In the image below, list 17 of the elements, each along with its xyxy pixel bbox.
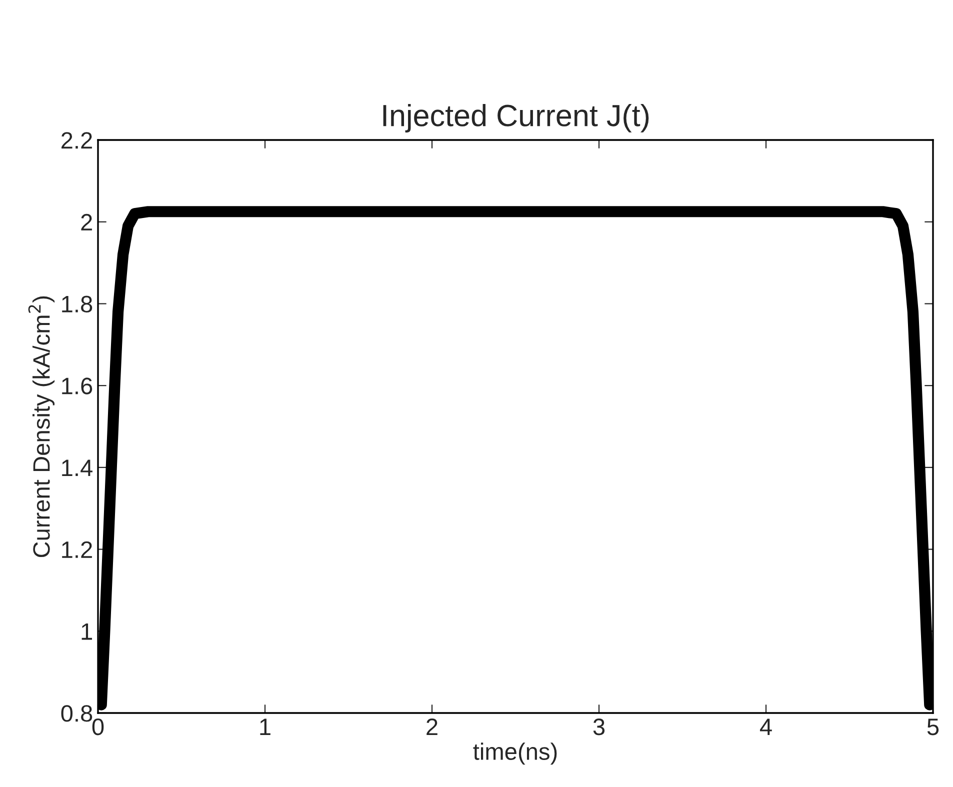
y-tick-label: 1.8	[62, 296, 92, 312]
y-tick-label: 2.2	[62, 132, 92, 149]
x-tick-label: 2	[426, 718, 438, 735]
x-tick-label: 4	[760, 718, 772, 735]
y-tick-label: 2	[81, 214, 92, 230]
y-tick-label: 0.8	[61, 705, 92, 722]
y-tick-label: 1.4	[62, 460, 92, 476]
x-axis-title: time(ns)	[473, 742, 557, 765]
y-axis-title: Current Density (kA/cm$^{2}$)	[28, 296, 55, 558]
y-tick-label: 1.6	[62, 378, 92, 394]
y-tick-label: 1	[82, 623, 92, 640]
x-tick-label: 0	[92, 718, 104, 736]
x-tick-label: 5	[927, 718, 939, 736]
x-tick-label: 1	[260, 718, 270, 735]
chart-title: Injected Current J(t)	[383, 104, 649, 132]
x-tick-label: 3	[593, 718, 605, 736]
y-tick-label: 1.2	[62, 541, 92, 558]
